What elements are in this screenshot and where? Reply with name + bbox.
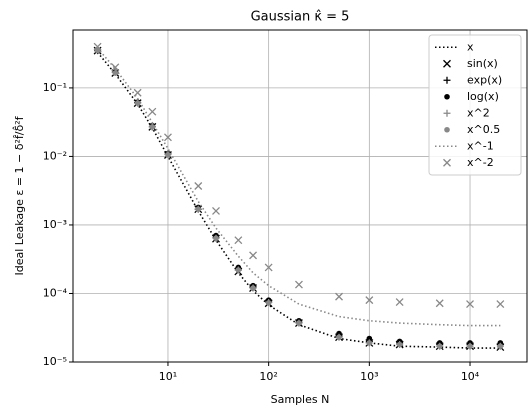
marker xyxy=(366,335,373,342)
marker xyxy=(435,299,444,308)
legend-label: x^2 xyxy=(467,106,490,119)
y-tick-label: 10⁻⁴ xyxy=(43,286,68,299)
y-axis-label: Ideal Leakage ε = 1 − δ²f̂/δ̂²f xyxy=(12,115,26,275)
x-tick-label: 10² xyxy=(259,370,277,383)
legend-label: x^-2 xyxy=(467,156,494,169)
marker xyxy=(444,93,450,100)
marker xyxy=(496,300,505,309)
marker xyxy=(265,300,272,306)
marker xyxy=(365,296,374,305)
chart-title: Gaussian κ̂ = 5 xyxy=(251,10,350,25)
marker xyxy=(213,235,219,242)
marker xyxy=(497,343,504,350)
legend-label: x xyxy=(467,40,474,53)
x-tick-label: 10³ xyxy=(360,370,378,383)
marker xyxy=(194,182,203,190)
marker xyxy=(395,298,404,306)
marker xyxy=(444,126,450,133)
x-axis-label: Samples N xyxy=(271,393,330,406)
marker xyxy=(163,133,172,142)
marker xyxy=(94,47,101,54)
marker xyxy=(235,267,242,273)
marker xyxy=(436,343,443,350)
marker xyxy=(467,343,473,350)
marker xyxy=(366,340,373,346)
marker xyxy=(443,76,451,84)
legend-label: x^0.5 xyxy=(467,123,500,136)
y-tick-label: 10⁻² xyxy=(43,149,67,162)
marker xyxy=(148,107,157,116)
marker xyxy=(335,292,343,301)
marker xyxy=(249,251,258,260)
legend-label: sin(x) xyxy=(467,57,498,70)
y-tick-label: 10⁻¹ xyxy=(43,81,67,94)
legend-label: exp(x) xyxy=(467,73,502,86)
marker xyxy=(212,207,220,215)
legend-label: x^-1 xyxy=(467,139,494,152)
plot-frame xyxy=(72,29,528,363)
marker xyxy=(134,100,141,106)
marker xyxy=(111,63,120,72)
marker xyxy=(250,285,256,291)
marker xyxy=(466,300,474,309)
y-tick-label: 10⁻³ xyxy=(43,218,67,231)
legend-box xyxy=(428,34,522,176)
marker xyxy=(112,70,119,76)
marker xyxy=(443,109,451,117)
marker xyxy=(336,334,342,341)
y-tick-label: 10⁻⁵ xyxy=(43,355,67,368)
marker xyxy=(133,88,142,97)
legend-label: log(x) xyxy=(467,90,499,103)
marker xyxy=(195,206,202,212)
marker xyxy=(149,124,156,130)
marker xyxy=(294,280,303,289)
marker xyxy=(234,236,243,245)
marker xyxy=(93,42,102,51)
marker xyxy=(264,263,273,272)
marker xyxy=(396,341,403,348)
marker xyxy=(443,158,451,167)
marker xyxy=(165,151,171,158)
marker xyxy=(296,320,302,326)
x-tick-label: 10⁴ xyxy=(461,370,480,383)
x-tick-label: 10¹ xyxy=(159,370,177,383)
marker xyxy=(443,59,451,68)
